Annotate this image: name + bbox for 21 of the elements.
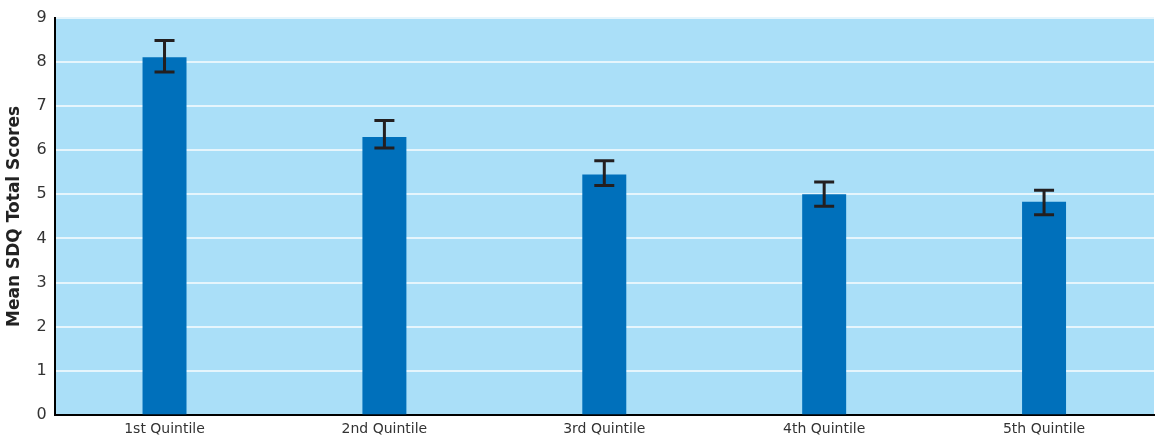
y-tick-label: 6 [36,139,47,159]
x-tick-label: 2nd Quintile [341,420,428,437]
y-tick-label: 7 [36,95,47,115]
y-tick-label: 9 [36,6,47,26]
y-tick-label: 5 [36,183,47,203]
x-tick-label: 1st Quintile [124,420,205,437]
y-axis-title: Mean SDQ Total Scores [2,105,23,327]
bar [582,174,627,415]
y-tick-label: 2 [36,316,47,335]
bar [142,57,187,415]
bar [362,136,407,415]
y-tick-label: 8 [36,50,47,70]
y-tick-label: 3 [36,271,47,291]
x-tick-label: 3rd Quintile [563,420,646,437]
bar [802,194,847,415]
y-tick-label: 1 [36,360,47,380]
x-tick-label: 5th Quintile [1002,420,1086,437]
x-tick-label: 4th Quintile [783,420,866,437]
y-tick-label: 0 [36,404,47,424]
bar [1022,201,1067,415]
y-tick-label: 4 [36,227,47,247]
